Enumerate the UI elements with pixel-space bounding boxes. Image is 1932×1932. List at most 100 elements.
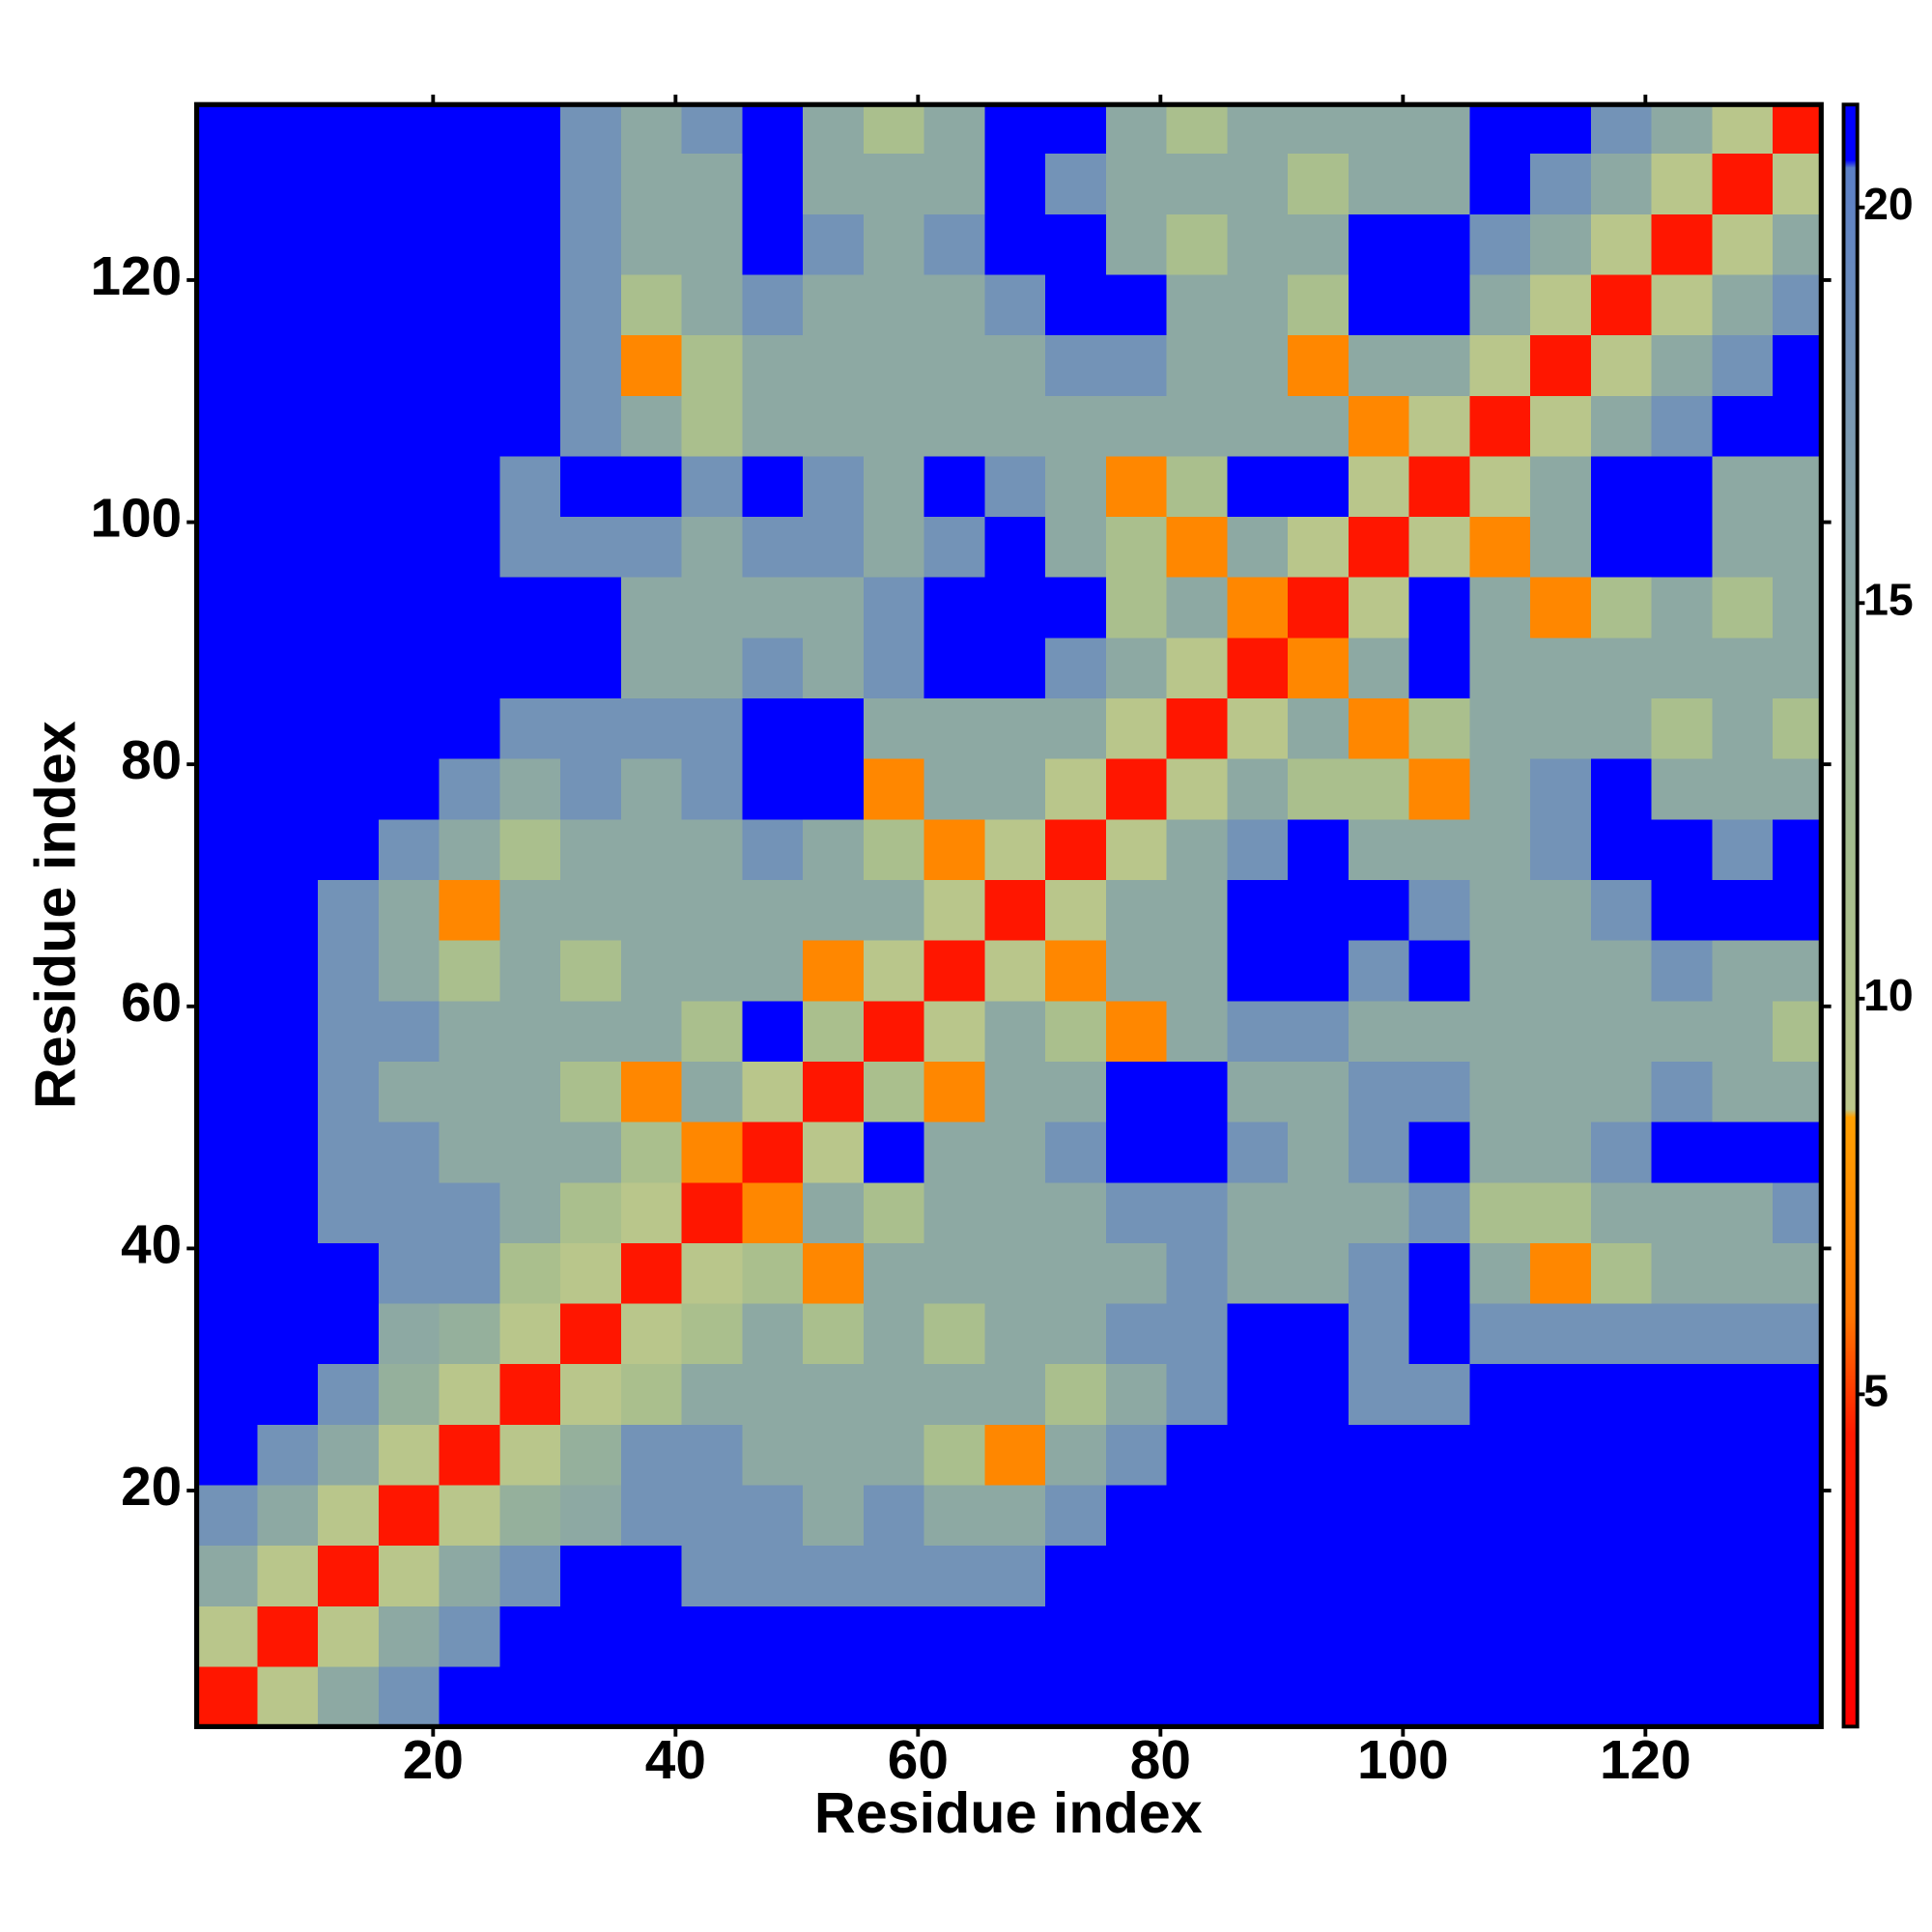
heatmap-cell [1773,1000,1823,1062]
heatmap-cell [1166,394,1229,457]
heatmap-cell [499,818,561,880]
heatmap-cell [1712,153,1774,214]
heatmap-cell [1105,1061,1168,1122]
heatmap-cell [1469,1302,1531,1365]
heatmap-cell [1045,1363,1107,1425]
heatmap-cell [1227,1665,1289,1728]
heatmap-cell [863,334,925,396]
heatmap-cell [923,1000,986,1062]
heatmap-cell [1045,1302,1107,1365]
heatmap-cell [560,697,622,759]
heatmap-cell [620,637,683,699]
y-tick-label: 60 [121,973,182,1034]
heatmap-cell [1105,637,1168,699]
heatmap-cell [1348,1665,1410,1728]
heatmap-cell [1773,394,1823,457]
heatmap-cell [257,818,319,880]
heatmap-cell [196,1121,259,1183]
heatmap-cell [1105,1424,1168,1486]
heatmap-cell [560,576,622,639]
heatmap-cell [1408,1302,1471,1365]
heatmap-cell [1105,818,1168,880]
heatmap-cell [1651,1061,1714,1122]
heatmap-cell [923,1665,986,1728]
heatmap-cell [681,516,744,578]
heatmap-cell [863,273,925,336]
heatmap-cell [1348,1484,1410,1547]
heatmap-cell [560,1061,622,1122]
heatmap-cell [1288,1424,1350,1486]
heatmap-cell [1105,576,1168,639]
heatmap-cell [1469,757,1531,820]
heatmap-cell [681,697,744,759]
x-tick-label: 100 [1357,1730,1449,1791]
heatmap-cell [1288,1363,1350,1425]
heatmap-cell [1105,1000,1168,1062]
heatmap-cell [1227,1363,1289,1425]
heatmap-cell [439,1605,501,1667]
heatmap-cell [1408,576,1471,639]
heatmap-cell [1590,516,1653,578]
heatmap-cell [1530,818,1592,880]
heatmap-cell [1105,334,1168,396]
heatmap-cell [1105,697,1168,759]
heatmap-cell [742,1000,804,1062]
heatmap-cell [196,153,259,214]
heatmap-cell [560,273,622,336]
heatmap-cell [1348,1545,1410,1606]
heatmap-cell [378,1000,440,1062]
heatmap-cell [1348,1061,1410,1122]
heatmap-cell [681,1484,744,1547]
heatmap-cell [742,1061,804,1122]
heatmap-cell [1166,153,1229,214]
heatmap-cell [560,153,622,214]
heatmap-cell [1288,104,1350,155]
heatmap-cell [863,879,925,941]
heatmap-cell [1166,637,1229,699]
heatmap-cell [378,637,440,699]
heatmap-cell [499,516,561,578]
heatmap-cell [984,1605,1046,1667]
heatmap-cell [560,879,622,941]
heatmap-cell [439,104,501,155]
heatmap-cell [257,153,319,214]
heatmap-cell [681,879,744,941]
heatmap-cell [1045,818,1107,880]
heatmap-cell [257,1424,319,1486]
heatmap-cell [499,273,561,336]
heatmap-cell [1227,394,1289,457]
heatmap-cell [439,879,501,941]
heatmap-cell [742,637,804,699]
heatmap-cell [742,757,804,820]
heatmap-cell [620,1061,683,1122]
heatmap-cell [681,213,744,275]
heatmap-cell [1773,818,1823,880]
heatmap-cell [1045,104,1107,155]
heatmap-cell [1651,213,1714,275]
heatmap-cell [803,1000,865,1062]
heatmap-cell [439,213,501,275]
heatmap-cell [681,334,744,396]
heatmap-cell [681,104,744,155]
heatmap-cell [1712,334,1774,396]
heatmap-cell [1469,939,1531,1002]
heatmap-cell [1530,1181,1592,1243]
heatmap-cell [1773,1484,1823,1547]
heatmap-cell [1348,273,1410,336]
heatmap-cell [318,1000,380,1062]
heatmap-cell [318,1242,380,1304]
heatmap-cell [1469,394,1531,457]
heatmap-cell [1105,104,1168,155]
heatmap-cell [1712,516,1774,578]
heatmap-cell [1166,818,1229,880]
heatmap-cell [1651,1545,1714,1606]
heatmap-cell [439,1484,501,1547]
heatmap-cell [499,697,561,759]
heatmap-cell [1651,455,1714,518]
heatmap-cell [1105,1121,1168,1183]
heatmap-cell [378,1605,440,1667]
heatmap-cell [681,153,744,214]
heatmap-cell [1227,334,1289,396]
heatmap-cell [1530,1665,1592,1728]
